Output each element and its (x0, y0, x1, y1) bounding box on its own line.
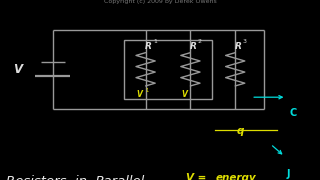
Text: 3: 3 (243, 39, 247, 44)
Text: R: R (234, 42, 241, 51)
Text: C: C (290, 108, 297, 118)
Text: Copyright (c) 2009 by Derek Owens: Copyright (c) 2009 by Derek Owens (104, 0, 216, 4)
Bar (124, 40, 212, 99)
Text: 1: 1 (146, 88, 149, 93)
Text: J: J (286, 169, 290, 179)
Text: V: V (182, 90, 188, 99)
Text: Resistors  in  Parallel: Resistors in Parallel (6, 175, 145, 180)
Text: energy: energy (216, 173, 257, 180)
Text: V: V (137, 90, 143, 99)
Text: 2: 2 (198, 39, 202, 44)
Text: V =: V = (186, 173, 206, 180)
Text: R: R (189, 42, 196, 51)
Text: V: V (13, 63, 22, 76)
Text: 1: 1 (153, 39, 157, 44)
Text: R: R (145, 42, 152, 51)
Text: q: q (236, 126, 244, 136)
